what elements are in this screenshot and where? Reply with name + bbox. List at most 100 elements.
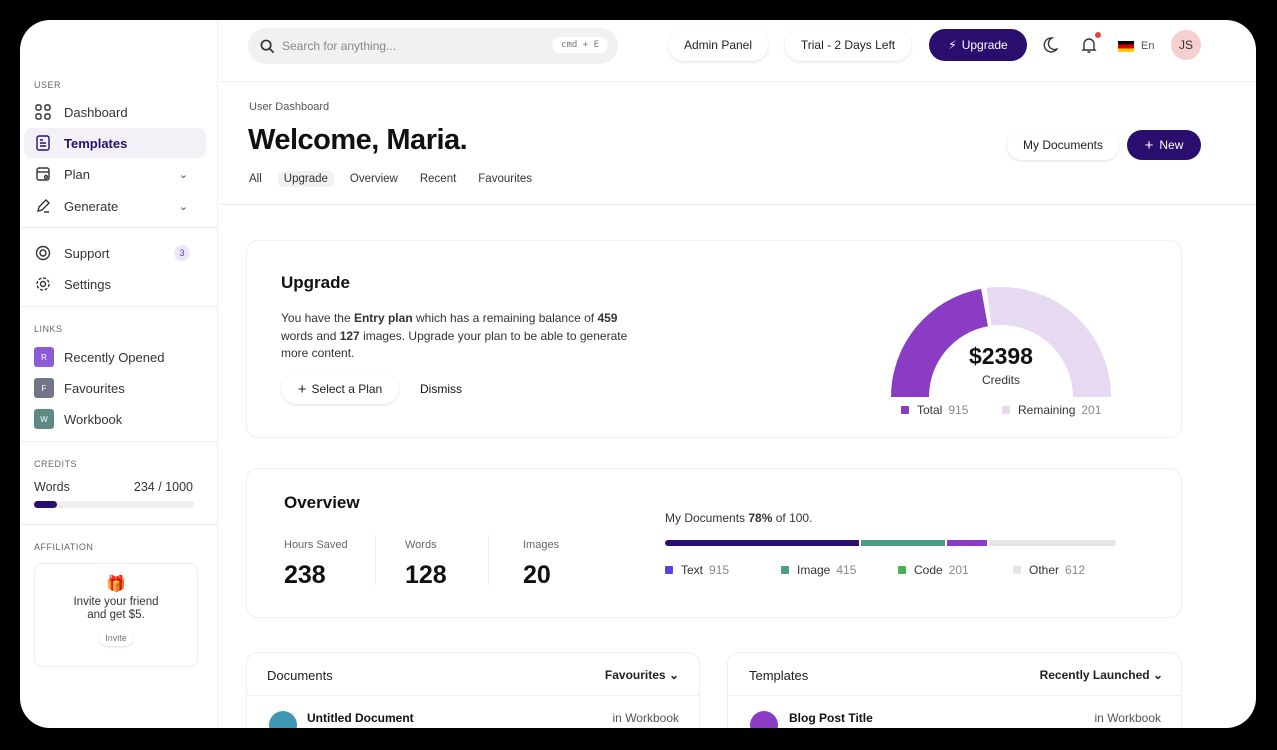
stat-label: Hours Saved — [284, 539, 348, 551]
link-favourites[interactable]: F Favourites — [24, 373, 206, 403]
search-input[interactable]: Search for anything... cmd + E — [248, 28, 618, 64]
app-window: USER Dashboard Templates Plan ⌄ Generate ⌄… — [20, 20, 1256, 728]
text: images. Upgrade your plan to be able to … — [281, 328, 628, 361]
text: which has a remaining balance of — [412, 311, 598, 325]
admin-panel-button[interactable]: Admin Panel — [668, 29, 768, 61]
text: My Documents — [665, 511, 749, 525]
section-label-credits: CREDITS — [34, 459, 78, 469]
tab-recent[interactable]: Recent — [419, 173, 457, 185]
sidebar-item-settings[interactable]: Settings — [24, 269, 206, 299]
template-avatar — [750, 711, 778, 728]
link-avatar: R — [34, 347, 54, 367]
gauge-used-arc — [891, 288, 988, 397]
template-title[interactable]: Blog Post Title — [789, 711, 873, 725]
invite-text: Invite your friend and get $5. — [35, 596, 197, 622]
divider — [20, 306, 218, 307]
stat-label: Images — [523, 539, 560, 551]
credits-value: 234 / 1000 — [133, 480, 193, 494]
bell-icon[interactable] — [1081, 32, 1101, 59]
gear-icon — [34, 275, 52, 293]
gauge-value: $2398 — [969, 343, 1033, 369]
lightning-icon: ⚡︎ — [948, 38, 957, 52]
legend-label: Code — [914, 563, 943, 577]
sidebar-item-label: Plan — [64, 166, 91, 182]
pen-icon — [34, 197, 52, 215]
sidebar-item-label: Templates — [64, 135, 128, 151]
divider — [247, 695, 699, 696]
link-avatar: W — [34, 409, 54, 429]
words-remaining: 459 — [597, 311, 618, 325]
divider — [20, 441, 218, 442]
language-selector[interactable]: En — [1118, 40, 1154, 52]
sidebar-item-label: Generate — [64, 198, 119, 214]
sidebar-item-templates[interactable]: Templates — [24, 128, 206, 158]
invite-button[interactable]: Invite — [99, 630, 133, 646]
tab-overview[interactable]: Overview — [349, 173, 398, 185]
wallet-icon — [34, 165, 52, 183]
search-placeholder: Search for anything... — [282, 39, 397, 53]
sidebar-item-generate[interactable]: Generate ⌄ — [24, 191, 206, 221]
moon-icon[interactable] — [1042, 36, 1060, 59]
page-header: User Dashboard Welcome, Maria. All Upgrad… — [219, 82, 1256, 205]
usage-segment — [860, 540, 946, 546]
dismiss-button[interactable]: Dismiss — [420, 382, 462, 396]
my-documents-button[interactable]: My Documents — [1007, 130, 1119, 160]
overview-card: Overview Hours Saved 238 Words 128 Images 2… — [246, 468, 1182, 618]
legend-total: Total 915 — [901, 403, 968, 417]
templates-card: Templates Recently Launched ⌄ Blog Post … — [727, 652, 1182, 728]
stat-label: Words — [405, 539, 437, 551]
new-button[interactable]: + New — [1127, 130, 1201, 160]
sidebar-item-support[interactable]: Support 3 — [24, 238, 206, 268]
legend-swatch — [1002, 406, 1010, 414]
gauge-label: Credits — [981, 373, 1020, 387]
invite-line: and get $5. — [87, 609, 145, 621]
breadcrumb: User Dashboard — [249, 101, 330, 113]
chevron-down-icon: ⌄ — [178, 168, 188, 181]
chevron-down-icon: ⌄ — [1152, 668, 1163, 682]
legend-label: Image — [797, 563, 831, 577]
select-plan-button[interactable]: + Select a Plan — [282, 374, 398, 404]
avatar[interactable]: JS — [1171, 30, 1201, 60]
tab-upgrade[interactable]: Upgrade — [277, 171, 334, 187]
stat-value: 238 — [284, 561, 326, 589]
documents-filter-dropdown[interactable]: Favourites ⌄ — [605, 668, 679, 682]
text: words and — [281, 328, 340, 343]
legend-value: 915 — [709, 563, 730, 577]
filter-label: Recently Launched — [1039, 668, 1150, 682]
overview-title: Overview — [284, 493, 360, 512]
tab-favourites[interactable]: Favourites — [478, 173, 532, 185]
section-label-user: USER — [34, 80, 62, 90]
template-meta: in Workbook — [1094, 711, 1161, 725]
sidebar-item-plan[interactable]: Plan ⌄ — [24, 159, 206, 189]
documents-title: Documents — [267, 668, 333, 683]
link-workbook[interactable]: W Workbook — [24, 404, 206, 434]
document-icon — [34, 134, 52, 152]
legend-image: Image 415 — [781, 563, 856, 577]
upgrade-description: You have the Entry plan which has a rema… — [281, 310, 631, 363]
plus-icon: + — [297, 380, 307, 398]
section-label-affiliation: AFFILIATION — [34, 542, 94, 552]
legend-remaining: Remaining 201 — [1002, 403, 1101, 417]
stat-value: 20 — [523, 561, 551, 589]
document-title[interactable]: Untitled Document — [307, 711, 414, 725]
plan-name: Entry plan — [353, 311, 413, 325]
upgrade-button[interactable]: ⚡︎ Upgrade — [929, 29, 1027, 61]
sidebar-item-dashboard[interactable]: Dashboard — [24, 97, 206, 127]
divider — [488, 535, 489, 585]
link-label: Favourites — [64, 380, 125, 396]
link-recently-opened[interactable]: R Recently Opened — [24, 342, 206, 372]
stat-images: Images 20 — [523, 539, 559, 590]
legend-value: 201 — [948, 563, 969, 577]
templates-filter-dropdown[interactable]: Recently Launched ⌄ — [1040, 668, 1163, 682]
documents-usage-text: My Documents 78% of 100. — [665, 511, 812, 525]
filter-label: Favourites — [604, 668, 666, 682]
upgrade-title: Upgrade — [281, 273, 350, 292]
document-meta: in Workbook — [612, 711, 679, 725]
language-label: En — [1141, 40, 1155, 52]
legend-label: Text — [681, 563, 704, 577]
trial-button[interactable]: Trial - 2 Days Left — [785, 29, 911, 61]
tab-all[interactable]: All — [249, 173, 262, 185]
legend-swatch — [1013, 566, 1021, 574]
templates-title: Templates — [749, 668, 809, 683]
upgrade-label: Upgrade — [961, 38, 1008, 52]
